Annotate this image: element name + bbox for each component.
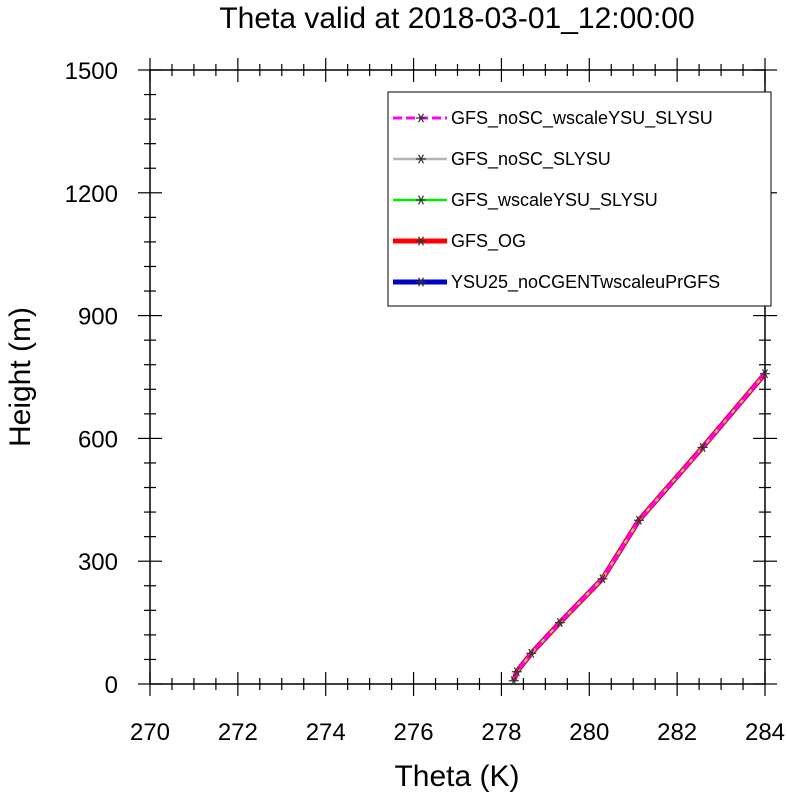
y-tick-label: 600: [78, 426, 118, 453]
x-tick-label: 280: [569, 719, 609, 746]
legend-marker: [416, 113, 426, 123]
legend-marker: [416, 195, 426, 205]
data-point-marker: [511, 667, 522, 677]
legend-marker: [416, 154, 426, 164]
legend-label: GFS_wscaleYSU_SLYSU: [451, 190, 658, 211]
legend: GFS_noSC_wscaleYSU_SLYSU GFS_noSC_SLYSU GF…: [387, 91, 772, 307]
legend-label: GFS_noSC_SLYSU: [451, 149, 611, 170]
series-lines: [508, 369, 770, 686]
x-tick-label: 278: [481, 719, 521, 746]
data-point-marker: [508, 676, 519, 686]
legend-label: GFS_noSC_wscaleYSU_SLYSU: [451, 108, 713, 129]
x-tick-label: 270: [130, 719, 170, 746]
y-axis-title: Height (m): [4, 307, 37, 447]
y-tick-label: 0: [105, 672, 118, 699]
legend-box: [387, 91, 772, 307]
data-point-marker: [526, 648, 537, 658]
x-tick-label: 272: [218, 719, 258, 746]
y-tick-label: 1200: [65, 181, 118, 208]
y-tick-label: 300: [78, 549, 118, 576]
legend-marker: [416, 236, 426, 246]
x-tick-label: 282: [657, 719, 697, 746]
data-point-marker: [697, 442, 708, 453]
data-point-marker: [760, 369, 770, 379]
axis-ticks: [138, 58, 777, 696]
legend-label: YSU25_noCGENTwscaleuPrGFS: [451, 272, 720, 293]
data-point-marker: [633, 515, 644, 525]
legend-marker: [416, 277, 426, 287]
x-tick-label: 274: [306, 719, 346, 746]
chart-title: Theta valid at 2018-03-01_12:00:00: [219, 2, 694, 35]
data-point-marker: [597, 574, 608, 584]
y-tick-label: 900: [78, 304, 118, 331]
legend-label: GFS_OG: [451, 231, 526, 252]
axis-tick-labels: 270 272 274 276 278 280 282 284 0 300 600 900 1200 15…: [65, 58, 785, 746]
y-tick-label: 1500: [65, 58, 118, 85]
data-point-marker: [554, 617, 565, 628]
x-tick-label: 284: [745, 719, 785, 746]
x-axis-title: Theta (K): [394, 760, 519, 793]
x-tick-label: 276: [394, 719, 434, 746]
